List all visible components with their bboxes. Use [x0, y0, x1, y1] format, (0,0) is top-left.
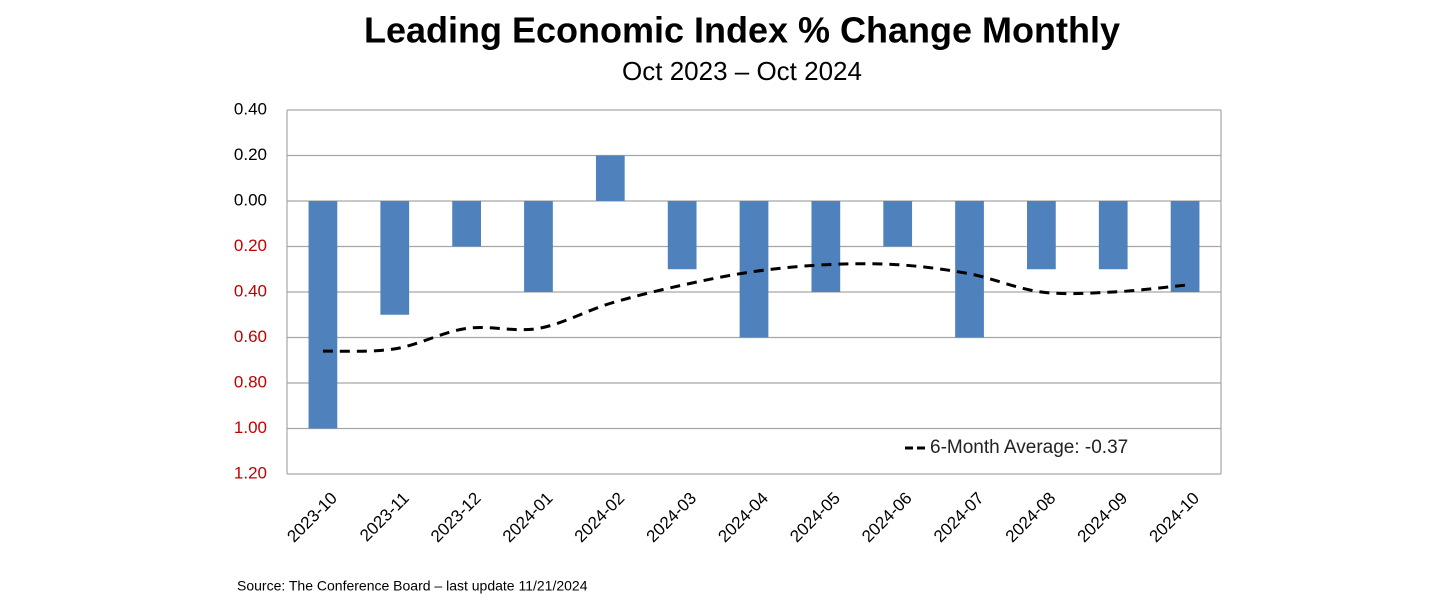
x-tick-label: 2024-07: [930, 489, 988, 547]
source-note: Source: The Conference Board – last upda…: [237, 578, 588, 594]
y-tick-label: 0.00: [234, 190, 267, 209]
bar: [739, 201, 769, 338]
bar: [1027, 201, 1056, 270]
x-tick-label: 2024-03: [643, 489, 701, 547]
bar: [811, 201, 841, 292]
x-tick-label: 2024-04: [714, 489, 772, 547]
bar: [524, 201, 553, 292]
y-tick-label: 1.20: [234, 463, 267, 482]
y-tick-label: 0.20: [234, 236, 267, 255]
x-tick-label: 2023-12: [427, 489, 485, 547]
y-tick-label: 0.80: [234, 372, 267, 391]
x-tick-label: 2024-10: [1146, 489, 1204, 547]
bar: [1170, 201, 1200, 292]
bar: [955, 201, 984, 338]
bar: [667, 201, 697, 270]
x-tick-label: 2024-06: [858, 489, 916, 547]
y-tick-label: 0.20: [234, 145, 267, 164]
bar: [595, 155, 625, 201]
average-line: [322, 262, 1186, 353]
y-tick-label: 0.40: [234, 281, 267, 300]
x-tick-label: 2024-01: [499, 489, 557, 547]
x-tick-label: 2024-02: [571, 489, 629, 547]
legend-label: 6-Month Average: -0.37: [930, 437, 1128, 458]
x-tick-label: 2024-09: [1074, 489, 1132, 547]
x-tick-label: 2024-08: [1002, 489, 1060, 547]
chart-subtitle: Oct 2023 – Oct 2024: [622, 56, 862, 86]
bar: [1098, 201, 1128, 270]
chart-title: Leading Economic Index % Change Monthly: [364, 10, 1120, 51]
x-tick-label: 2023-11: [356, 489, 413, 546]
bar: [452, 201, 481, 247]
x-tick-label: 2023-10: [283, 489, 341, 547]
bar: [883, 201, 913, 247]
bar: [308, 201, 338, 429]
bar: [380, 201, 410, 315]
x-tick-label: 2024-05: [786, 489, 844, 547]
y-tick-label: 0.40: [234, 99, 267, 118]
y-tick-label: 0.60: [234, 327, 267, 346]
y-tick-label: 1.00: [234, 418, 267, 437]
